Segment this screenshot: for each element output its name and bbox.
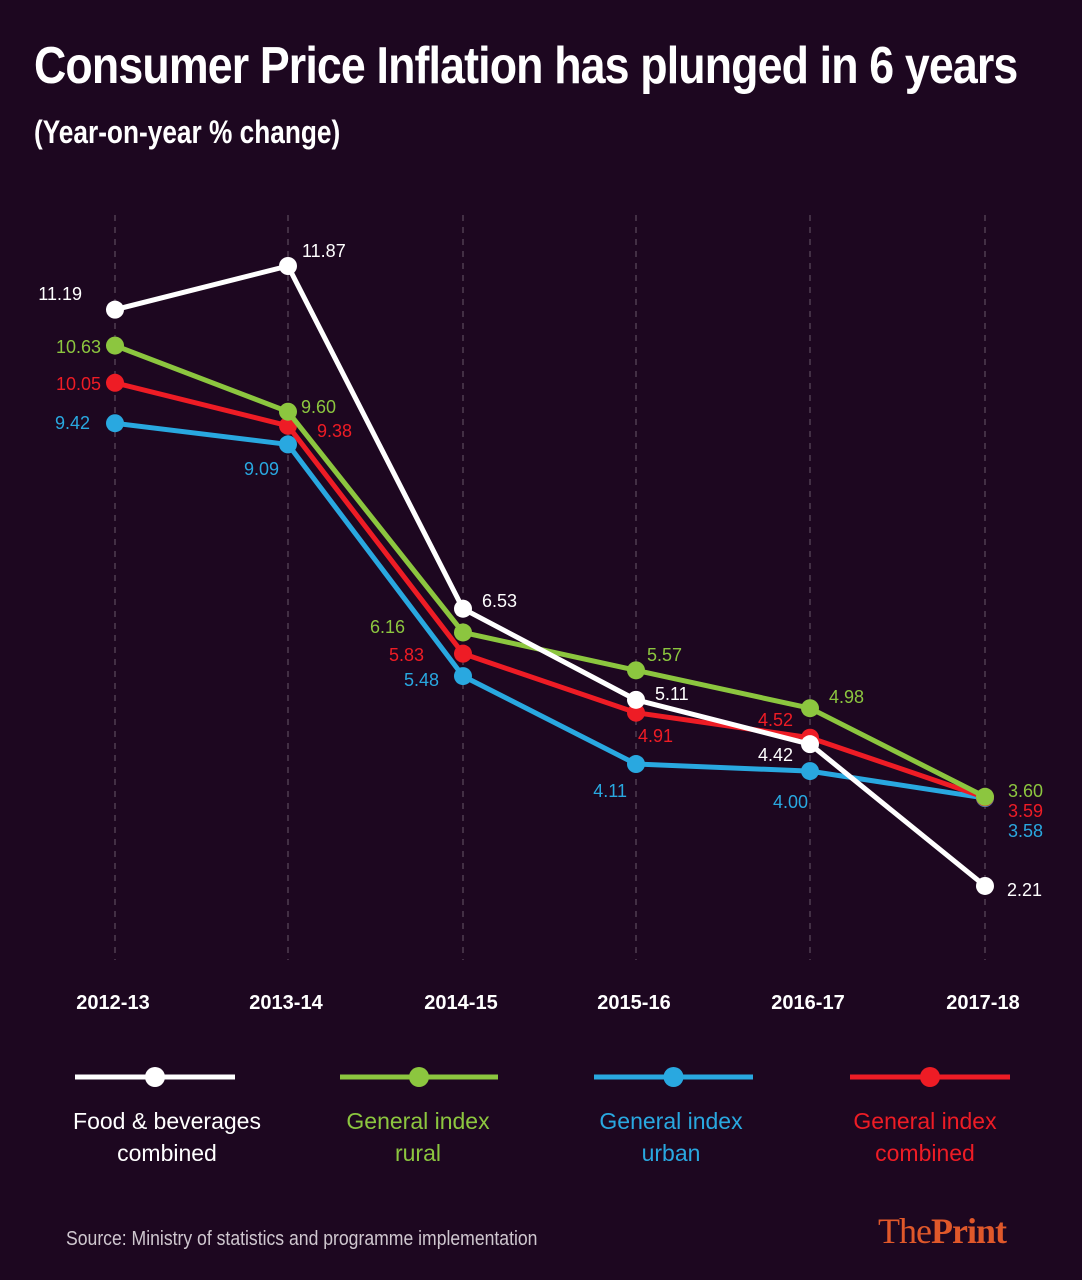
data-label: 4.91 [638,726,673,746]
data-label: 4.11 [593,781,627,801]
data-point [279,435,297,454]
data-label: 2.21 [1007,880,1042,900]
data-label: 9.42 [55,413,90,433]
data-point [801,762,819,781]
x-tick-label: 2015-16 [597,992,670,1014]
chart-subtitle: (Year-on-year % change) [34,114,341,150]
data-point [801,699,819,718]
data-label: 11.19 [38,284,82,304]
x-tick-label: 2014-15 [424,992,497,1014]
x-tick-label: 2016-17 [771,992,844,1014]
data-point [627,690,645,709]
data-label: 9.09 [244,459,279,479]
data-point [106,373,124,392]
data-point [106,300,124,319]
data-point [627,755,645,774]
data-point [106,414,124,433]
data-point [454,644,472,663]
data-label: 5.83 [389,645,424,665]
data-label: 5.11 [655,684,689,704]
legend-marker [920,1067,940,1087]
legend-marker [145,1067,165,1087]
data-point [279,402,297,421]
data-label: 10.63 [56,337,101,357]
series-line [114,380,986,800]
data-point [106,336,124,355]
data-point [801,735,819,754]
data-label: 10.05 [56,374,101,394]
legend-label-rural: General index rural [346,1108,490,1166]
data-label: 9.38 [317,421,352,441]
legend-label-urban: General index urban [599,1108,743,1166]
legend-label-food: Food & beverages combined [73,1108,261,1166]
data-label: 3.58 [1008,821,1043,841]
series-line [114,420,986,801]
data-point [976,787,994,806]
chart-title: Consumer Price Inflation has plunged in … [34,37,1018,95]
source-note: Source: Ministry of statistics and progr… [66,1228,538,1250]
legend-marker [409,1067,429,1087]
data-label: 11.87 [302,241,346,261]
data-point [454,667,472,686]
data-label: 4.98 [829,687,864,707]
x-tick-label: 2017-18 [946,992,1019,1014]
data-label: 3.59 [1008,801,1043,821]
legend-marker [663,1067,684,1087]
data-point [279,257,297,275]
data-point [976,876,994,895]
data-label: 5.48 [404,670,439,690]
data-label: 6.53 [482,591,517,611]
data-point [627,661,645,680]
theprint-logo: ThePrint [878,1211,1007,1251]
series-line [114,343,987,799]
data-point [454,599,472,618]
series-line [114,263,987,888]
data-label: 4.52 [758,710,793,730]
x-tick-label: 2012-13 [76,992,149,1014]
x-tick-label: 2013-14 [249,992,323,1014]
data-label: 4.42 [758,745,793,765]
data-label: 9.60 [301,397,336,417]
data-point [454,623,472,642]
data-point [627,703,645,722]
data-label: 3.60 [1008,781,1043,801]
data-label: 4.00 [773,792,808,812]
data-label: 6.16 [370,617,405,637]
legend-label-combined: General index combined [853,1108,997,1166]
data-label: 5.57 [647,645,682,665]
